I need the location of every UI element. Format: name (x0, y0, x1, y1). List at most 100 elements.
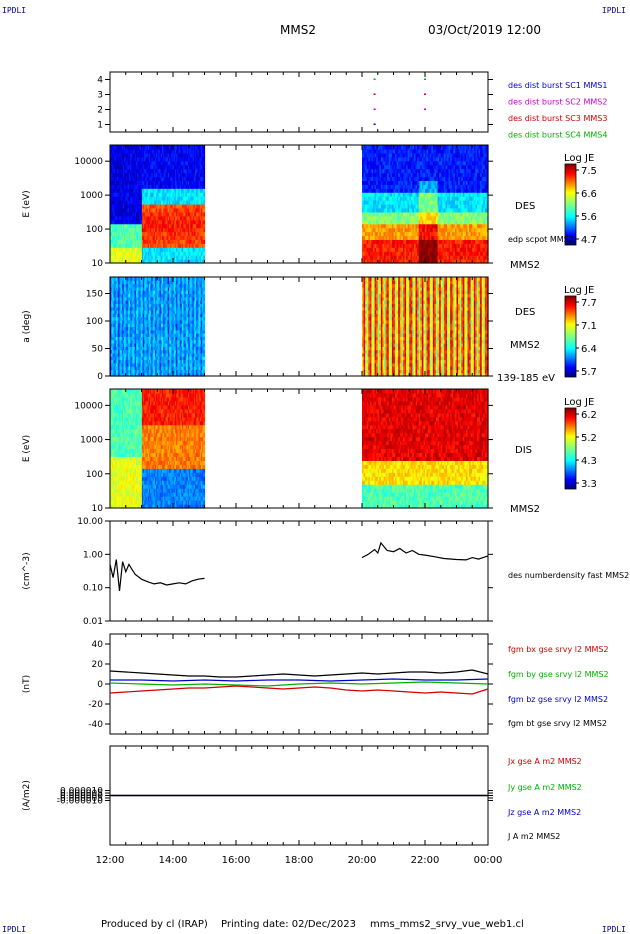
heatmap-cell (128, 247, 131, 252)
heatmap-cell (110, 211, 112, 217)
heatmap-cell (366, 204, 369, 209)
heatmap-cell (404, 259, 407, 264)
heatmap-cell (167, 259, 170, 264)
heatmap-cell (174, 152, 177, 158)
heatmap-cell (169, 211, 171, 217)
heatmap-cell (114, 219, 117, 225)
heatmap-cell (362, 239, 365, 244)
heatmap-cell (202, 160, 204, 166)
heatmap-cell (425, 215, 428, 221)
heatmap-cell (118, 231, 121, 237)
heatmap-cell (478, 164, 481, 170)
heatmap-cell (432, 156, 436, 162)
heatmap-cell (368, 231, 371, 237)
heatmap-cell (365, 255, 368, 260)
heatmap-cell (382, 160, 385, 166)
heatmap-cell (409, 219, 412, 225)
heatmap-cell (196, 247, 199, 252)
heatmap-cell (190, 188, 193, 193)
heatmap-cell (418, 160, 421, 166)
heatmap-cell (456, 156, 459, 162)
heatmap-cell (410, 164, 413, 170)
heatmap-cell (120, 227, 123, 233)
y-tick-label: 1 (97, 121, 103, 131)
heatmap-cell (161, 235, 164, 240)
heatmap-cell (183, 211, 186, 217)
heatmap-cell (472, 148, 475, 154)
heatmap-cell (439, 180, 442, 185)
heatmap-cell (447, 160, 450, 166)
heatmap-cell (146, 164, 149, 170)
heatmap-cell (114, 196, 117, 201)
heatmap-cell (462, 164, 465, 170)
heatmap-cell (465, 211, 469, 217)
heatmap-cell (442, 148, 445, 154)
heatmap-cell (404, 239, 407, 244)
heatmap-cell (190, 160, 193, 166)
heatmap-cell (120, 215, 123, 221)
heatmap-cell (122, 192, 125, 197)
heatmap-cell (461, 192, 464, 197)
heatmap-cell (147, 215, 150, 221)
heatmap-cell (407, 192, 410, 197)
heatmap-cell (171, 200, 174, 205)
heatmap-cell (126, 188, 129, 193)
heatmap-cell (189, 188, 191, 193)
heatmap-cell (157, 247, 160, 252)
heatmap-cell (173, 251, 176, 256)
heatmap-cell (174, 188, 177, 193)
heatmap-cell (450, 164, 453, 170)
heatmap-cell (421, 172, 425, 178)
heatmap-cell (450, 148, 453, 154)
heatmap-cell (198, 207, 201, 213)
heatmap-cell (407, 160, 410, 166)
heatmap-cell (180, 235, 183, 240)
heatmap-cell (401, 255, 404, 260)
heatmap-cell (417, 239, 420, 244)
heatmap-cell (432, 152, 436, 158)
heatmap-cell (134, 156, 137, 162)
heatmap-cell (186, 219, 189, 225)
heatmap-cell (167, 156, 170, 162)
heatmap-cell (377, 239, 380, 244)
heatmap-cell (398, 255, 401, 260)
heatmap-cell (469, 231, 472, 237)
heatmap-cell (459, 176, 462, 181)
heatmap-cell (426, 215, 429, 221)
heatmap-cell (115, 223, 118, 229)
heatmap-cell (385, 207, 388, 213)
heatmap-cell (458, 223, 461, 229)
heatmap-cell (413, 192, 417, 197)
heatmap-cell (110, 300, 112, 304)
heatmap-cell (113, 227, 116, 233)
heatmap-cell (415, 168, 418, 174)
heatmap-cell (164, 200, 167, 205)
heatmap-cell (143, 168, 145, 174)
heatmap-cell (376, 180, 379, 185)
heatmap-cell (442, 176, 445, 181)
heatmap-cell (172, 164, 175, 170)
heatmap-cell (166, 239, 169, 244)
heatmap-cell (164, 176, 167, 181)
heatmap-cell (184, 176, 187, 181)
heatmap-cell (407, 243, 410, 248)
heatmap-cell (187, 180, 190, 185)
heatmap-cell (117, 223, 119, 229)
heatmap-cell (423, 176, 426, 181)
heatmap-cell (436, 211, 439, 217)
heatmap-cell (133, 152, 136, 158)
heatmap-cell (371, 152, 374, 158)
heatmap-cell (160, 243, 163, 248)
heatmap-cell (373, 204, 376, 209)
heatmap-cell (373, 168, 376, 174)
heatmap-cell (178, 204, 181, 209)
heatmap-cell (200, 184, 203, 189)
heatmap-cell (365, 211, 368, 217)
heatmap-cell (467, 180, 470, 185)
heatmap-cell (120, 239, 123, 244)
heatmap-cell (472, 200, 475, 205)
heatmap-cell (169, 239, 171, 244)
heatmap-cell (165, 211, 168, 217)
heatmap-cell (195, 152, 197, 158)
heatmap-cell (467, 259, 470, 264)
